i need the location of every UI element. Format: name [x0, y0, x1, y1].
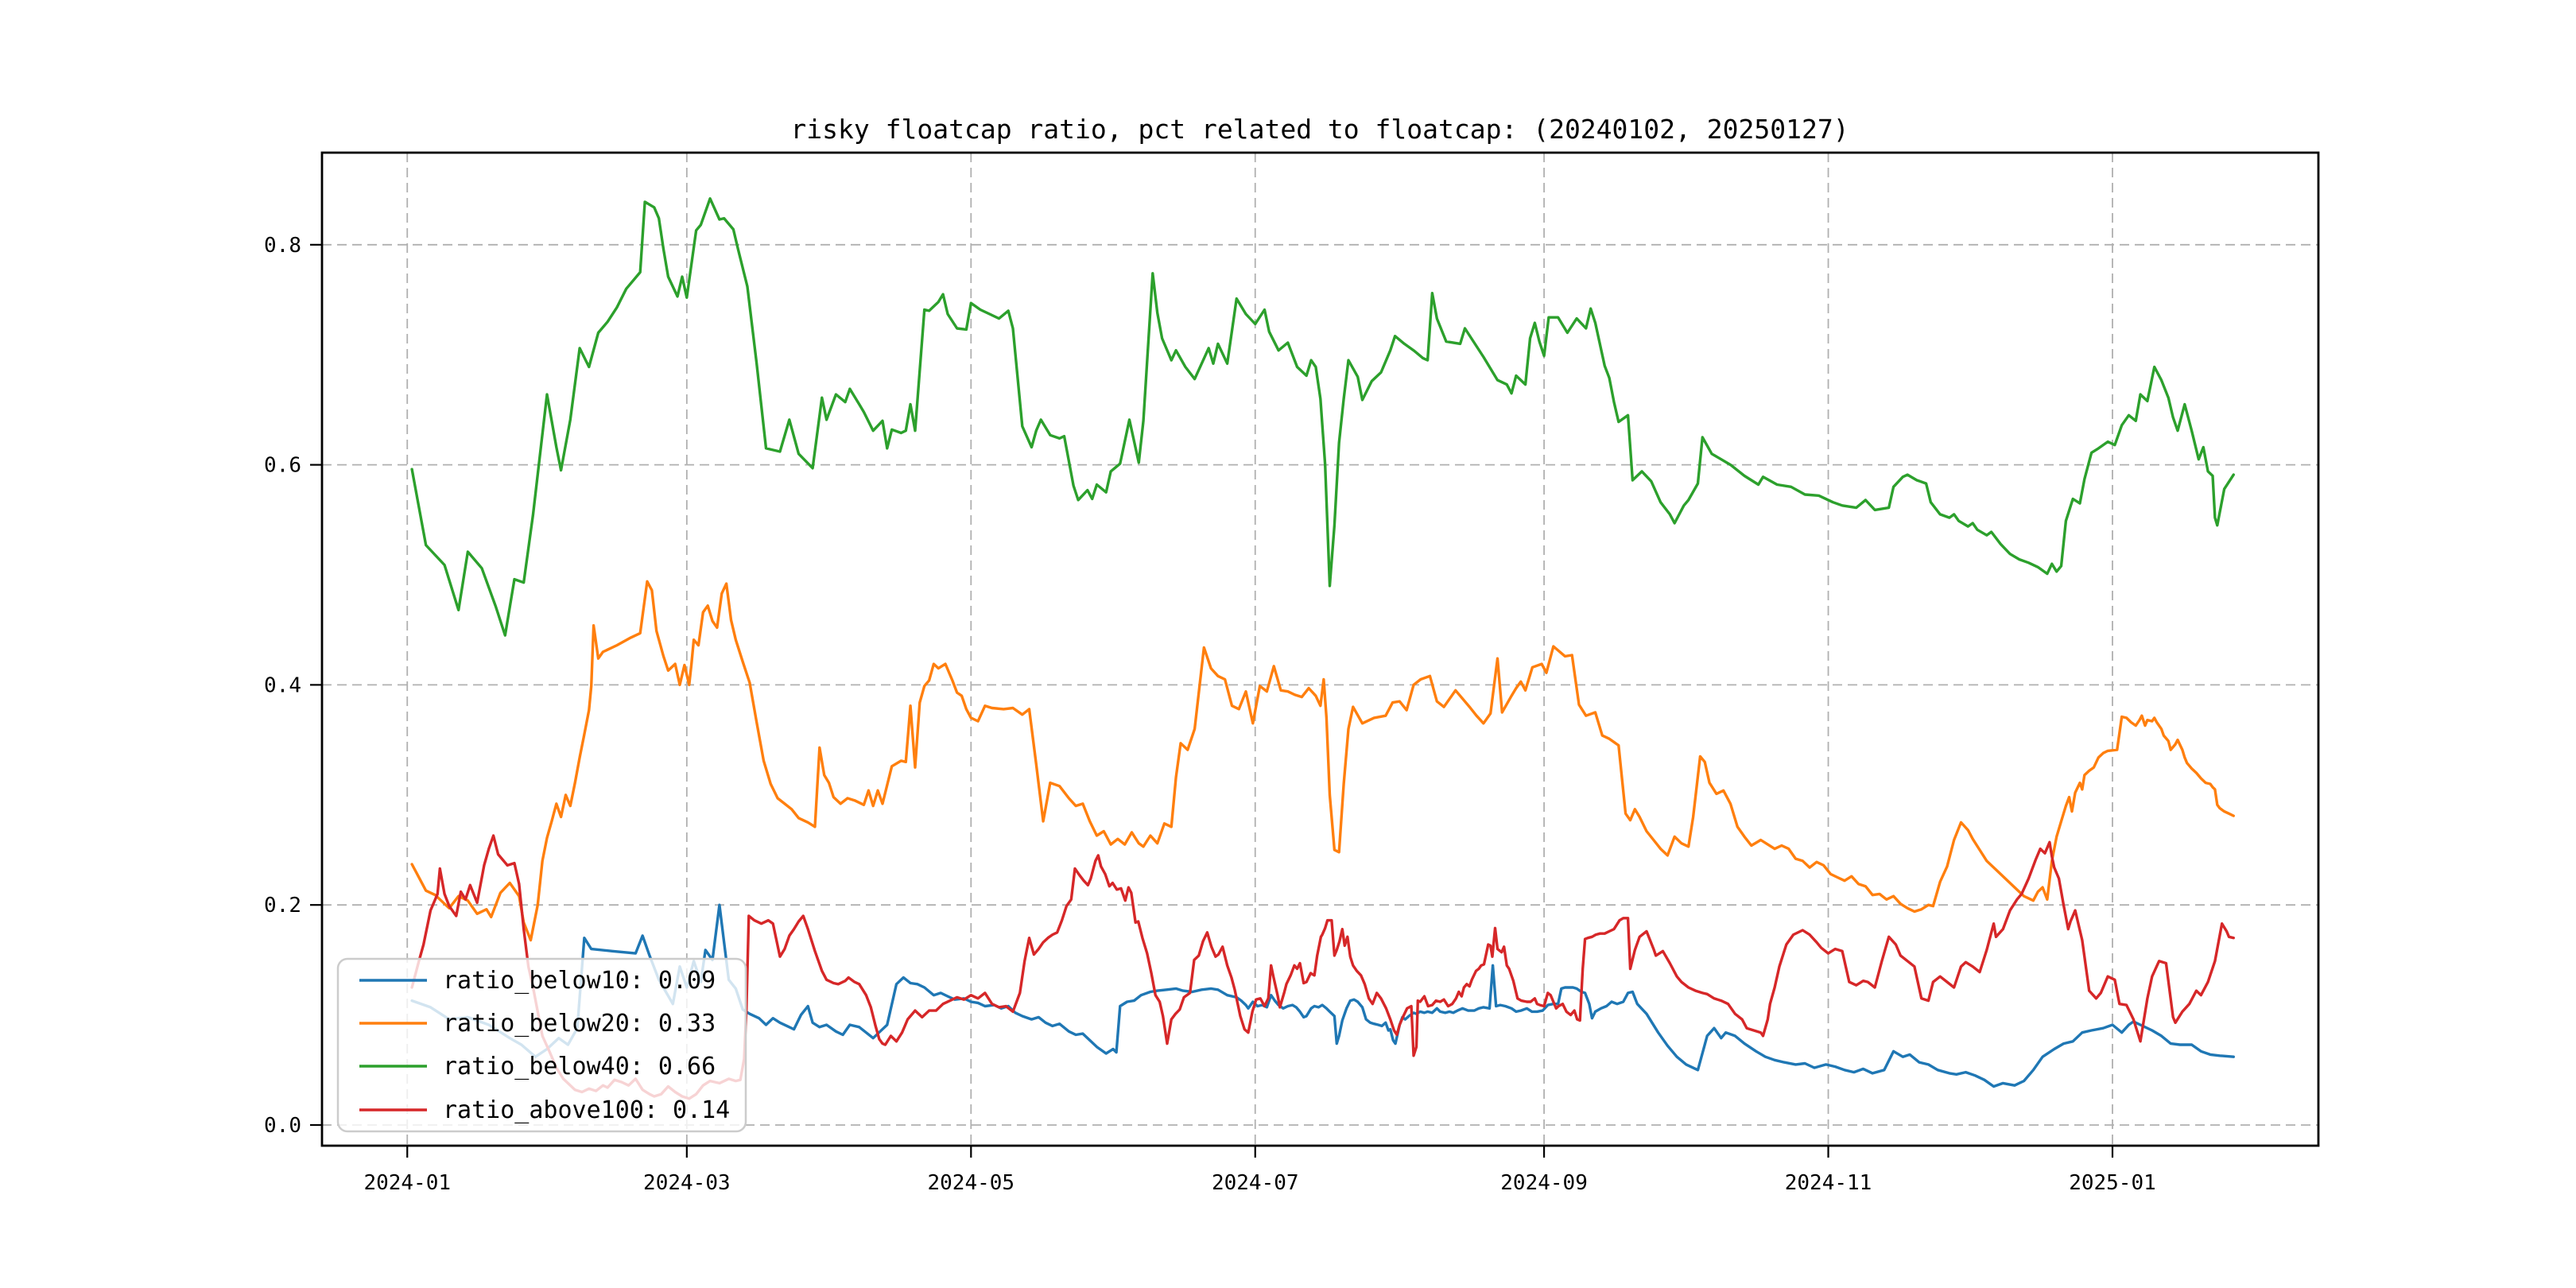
grid-layer	[322, 153, 2318, 1146]
series-line-ratio_below40	[410, 196, 2236, 637]
legend-label-ratio-below10: ratio_below10: 0.09	[443, 967, 716, 995]
x-tick-label: 2024-03	[643, 1171, 731, 1195]
legend-label-ratio-below20: ratio_below20: 0.33	[443, 1010, 716, 1038]
y-tick-label: 0.4	[264, 673, 301, 697]
x-tick-label: 2025-01	[2069, 1171, 2156, 1195]
plot-border	[320, 151, 2320, 1147]
legend-label-ratio-below40: ratio_below40: 0.66	[443, 1053, 716, 1080]
legend: ratio_below10: 0.09 ratio_below20: 0.33 …	[336, 957, 747, 1133]
series-line-ratio_above100	[410, 834, 2236, 1100]
series-layer	[410, 196, 2236, 1100]
tick-layer: 2024-01 2024-03 2024-05 2024-07 2024-09 2024-…	[264, 234, 2156, 1195]
axes-spines	[320, 151, 2320, 1147]
x-tick-label: 2024-05	[928, 1171, 1015, 1195]
x-tick-label: 2024-11	[1785, 1171, 1872, 1195]
x-tick-label: 2024-01	[363, 1171, 451, 1195]
chart-title: risky floatcap ratio, pct related to flo…	[790, 114, 1849, 145]
legend-label-ratio-above100: ratio_above100: 0.14	[443, 1096, 730, 1124]
series-line-ratio_below10	[410, 903, 2236, 1088]
y-tick-label: 0.6	[264, 454, 301, 478]
y-tick-label: 0.2	[264, 894, 301, 918]
x-tick-label: 2024-09	[1500, 1171, 1588, 1195]
x-tick-label: 2024-07	[1212, 1171, 1299, 1195]
legend-box	[336, 957, 747, 1133]
y-tick-label: 0.0	[264, 1114, 301, 1138]
y-tick-label: 0.8	[264, 234, 301, 258]
series-line-ratio_below20	[410, 580, 2236, 942]
